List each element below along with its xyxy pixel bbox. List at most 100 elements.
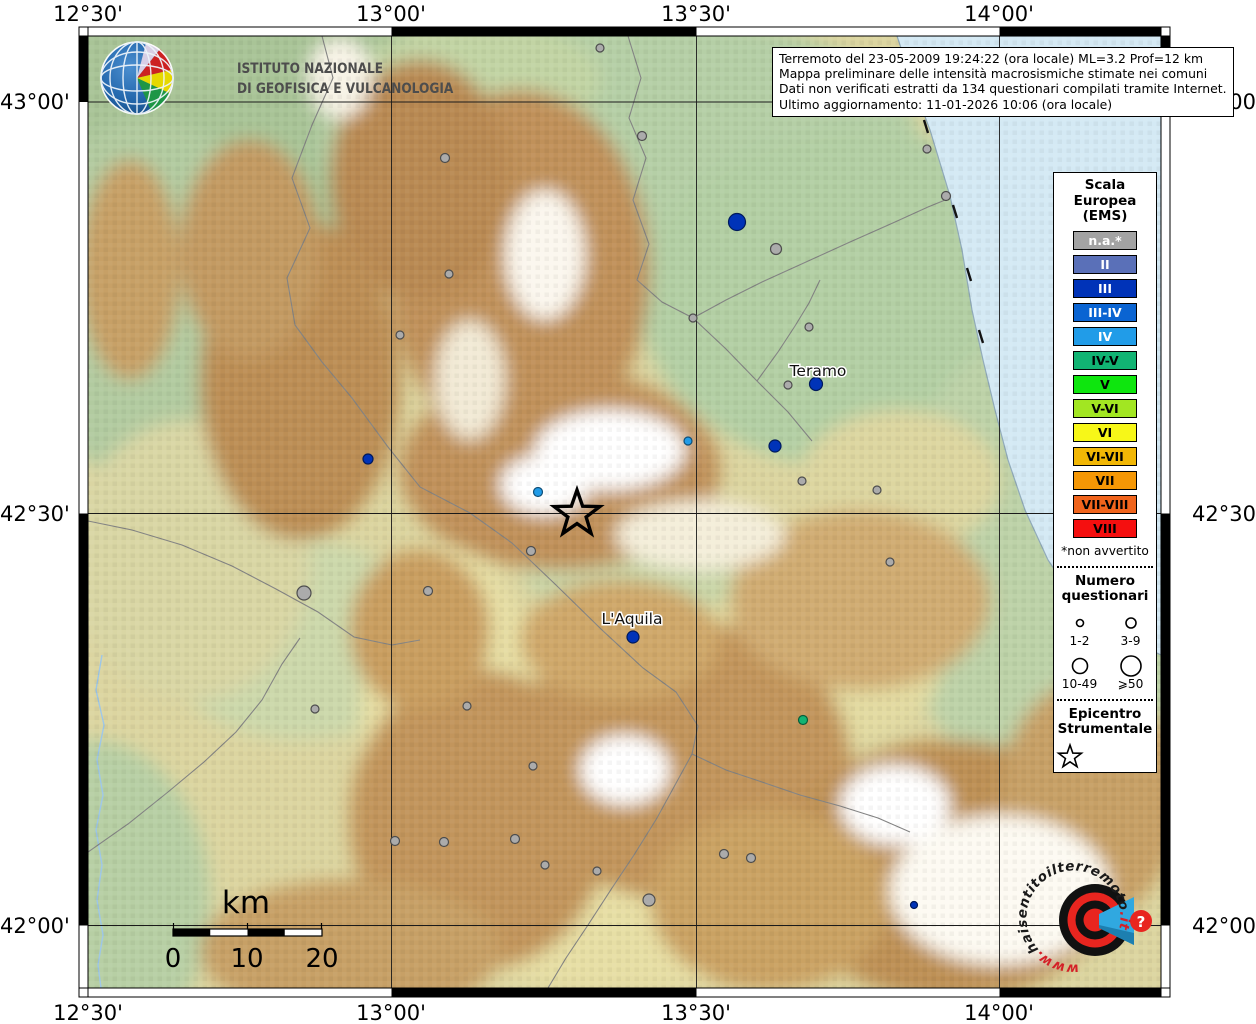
legend-chip-VI-VII: VI-VII [1073,446,1137,466]
observation-point-na [444,269,454,279]
size-key-⩾50: ⩾50 [1105,652,1156,691]
legend-chip-V: V [1073,374,1137,394]
observation-point-na [797,476,807,486]
observation-point-na [438,836,450,848]
scale-tick-20: 20 [305,944,338,974]
observation-point-IV-V [797,714,809,726]
legend-chip-VII: VII [1073,470,1137,490]
info-line-map: Mappa preliminare delle intensità macros… [779,66,1208,82]
intensity-scale-chips: n.a.* II III III-IV IV IV-V V V-VI VI VI-VII VII VI… [1054,230,1156,538]
legend-chip-V-VI: V-VI [1073,398,1137,418]
observation-point-III [808,376,824,392]
scale-bar-unit: km [222,885,270,921]
lat-label-left-2: 42°00' [0,914,70,938]
observation-point-na [422,585,434,597]
observation-point-na [872,485,882,495]
ingv-name-line2: DI GEOFISICA E VULCANOLOGIA [237,81,454,97]
observation-point-IV [683,436,693,446]
epicenter-key-star [1054,742,1156,770]
lon-label-bottom-0: 12°30' [53,1001,123,1024]
info-line-updated: Ultimo aggiornamento: 11-01-2026 10:06 (… [779,96,1113,112]
legend-divider [1057,565,1153,568]
lat-label-left-1: 42°30' [0,502,70,526]
observation-point-na [783,380,793,390]
lon-label-top-1: 13°00' [356,2,426,26]
observation-point-III [768,439,782,453]
observation-point-na [642,893,656,907]
observation-point-na [922,144,932,154]
questionnaire-size-key: 1-2 3-9 10-49 ⩾50 [1054,609,1156,691]
lon-label-bottom-3: 14°00' [964,1001,1034,1024]
observation-point-na [540,860,550,870]
ingv-name-line1: ISTITUTO NAZIONALE [237,61,383,77]
observation-point-na [389,835,401,847]
legend-chip-VI: VI [1073,422,1137,442]
ingv-logo: ISTITUTO NAZIONALE DI GEOFISICA E VULCAN… [100,41,454,115]
city-label-Teramo: Teramo [789,362,847,380]
observation-point-na [940,190,952,202]
info-line-event: Terremoto del 23-05-2009 19:24:22 (ora l… [779,51,1204,66]
question-badge-icon [1130,910,1152,932]
lat-label-right-2: 42°00' [1192,914,1256,938]
scale-tick-10: 10 [230,944,263,974]
observation-point-III [362,453,374,465]
lon-label-bottom-2: 13°30' [661,1001,731,1024]
lat-label-right-1: 42°30' [1192,502,1256,526]
map-frame [78,26,1171,998]
observation-point-na [636,130,648,142]
lat-label-left-0: 43°00' [0,90,70,114]
svg-text:?: ? [1137,913,1146,931]
info-line-data: Dati non verificati estratti da 134 ques… [779,81,1227,97]
observation-point-na [804,322,814,332]
scale-tick-0: 0 [165,944,182,974]
scale-bar: km 0 10 20 [165,885,339,974]
observation-points [296,43,952,910]
observation-point-na [395,330,405,340]
epicenter-star [549,484,605,538]
observation-point-na [462,701,472,711]
observation-point-III [727,212,747,232]
city-labels: Teramo L'Aquila [600,361,848,630]
legend-chip-II: II [1073,254,1137,274]
lon-label-top-2: 13°30' [661,2,731,26]
legend-chip-VIII: VIII [1073,518,1137,538]
legend-title: Scala Europea (EMS) [1073,177,1137,224]
legend-chip-IV: IV [1073,326,1137,346]
legend-panel: Scala Europea (EMS) n.a.* II III III-IV IV IV… [1053,172,1157,773]
observation-point-na [595,43,605,53]
legend-chip-VII-VIII: VII-VIII [1073,494,1137,514]
observation-point-na [745,852,757,864]
observation-point-na [439,152,451,164]
observation-point-na [528,761,538,771]
size-key-3-9: 3-9 [1105,609,1156,648]
observation-point-na [310,704,320,714]
lon-label-bottom-1: 13°00' [356,1001,426,1024]
observation-point-III [626,630,640,644]
observation-point-IV [532,486,544,498]
legend-chip-IV-V: IV-V [1073,350,1137,370]
observation-point-na [688,313,698,323]
lon-label-top-3: 14°00' [964,2,1034,26]
observation-point-na [718,848,730,860]
terrain: Teramo L'Aquila [88,36,1161,988]
legend-divider [1057,698,1153,701]
size-key-10-49: 10-49 [1054,652,1105,691]
legend-chip-III-IV: III-IV [1073,302,1137,322]
observation-point-na [592,866,602,876]
lon-label-top-0: 12°30' [53,2,123,26]
observation-point-na [525,545,537,557]
observation-point-na [885,557,895,567]
epicenter-key-title: Epicentro Strumentale [1057,705,1153,737]
observation-point-na [769,242,783,256]
observation-point-na [296,585,312,601]
star-icon [1056,742,1084,769]
earthquake-info-box: Terremoto del 23-05-2009 19:24:22 (ora l… [772,47,1234,117]
size-key-1-2: 1-2 [1054,609,1105,648]
city-label-L'Aquila: L'Aquila [601,610,662,628]
observation-point-na [509,833,521,845]
legend-chip-n.a.*: n.a.* [1073,230,1137,250]
questionnaire-count-title: Numero questionari [1061,572,1149,604]
legend-footnote: *non avvertito [1061,543,1149,558]
legend-chip-III: III [1073,278,1137,298]
